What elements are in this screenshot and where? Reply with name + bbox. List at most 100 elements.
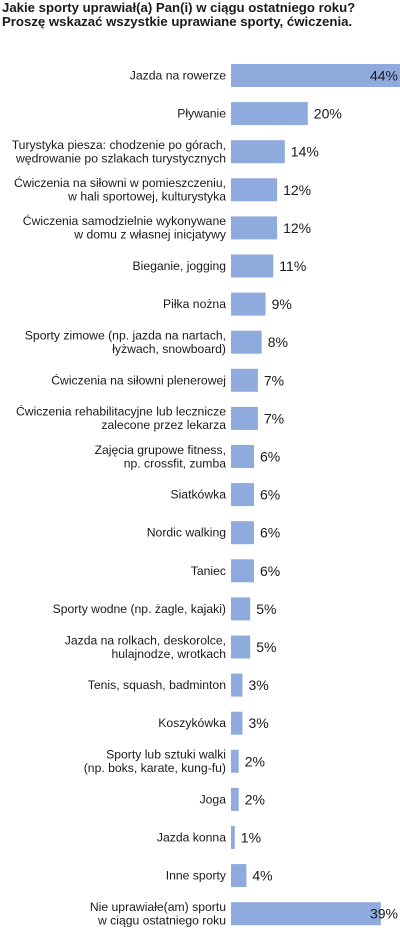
value-label-10: 6%	[260, 449, 280, 465]
category-label-7: Sporty zimowe (np. jazda na nartach, łyżw…	[25, 328, 226, 356]
category-label-4-line-1: w domu z własnej inicjatywy	[73, 228, 227, 242]
category-label-16-line-0: Tenis, squash, badminton	[88, 678, 226, 692]
value-label-16: 3%	[249, 677, 269, 693]
category-label-20-line-0: Jazda konna	[157, 831, 226, 845]
value-label-18: 2%	[245, 753, 265, 769]
bar-1	[231, 102, 308, 126]
category-label-1: Pływanie	[177, 107, 226, 121]
category-label-12: Nordic walking	[147, 526, 226, 540]
category-label-17-line-0: Koszykówka	[158, 716, 226, 730]
value-label-19: 2%	[245, 791, 265, 807]
category-label-2-line-1: wędrowanie po szlakach turystycznych	[15, 151, 226, 165]
value-label-22: 39%	[370, 906, 398, 922]
category-label-1-line-0: Pływanie	[177, 107, 226, 121]
bar-0	[231, 64, 400, 87]
category-label-13-line-0: Taniec	[191, 564, 226, 578]
category-label-2: Turystyka piesza: chodzenie po górach, wę…	[12, 138, 226, 166]
category-label-13: Taniec	[191, 564, 226, 578]
bar-12	[231, 521, 254, 545]
bar-9	[231, 406, 258, 430]
bar-19	[231, 787, 239, 811]
category-label-21: Inne sporty	[166, 869, 227, 883]
category-label-16: Tenis, squash, badminton	[88, 678, 226, 692]
bar-17	[231, 711, 243, 735]
chart-title-line-2: Proszę wskazać wszystkie uprawiane sport…	[2, 14, 353, 29]
category-label-15-line-1: hulajnodze, wrotkach	[112, 647, 227, 661]
category-label-19-line-0: Joga	[200, 792, 227, 806]
bar-8	[231, 368, 258, 392]
bar-7	[231, 330, 262, 354]
category-label-22: Nie uprawiałe(am) sportu w ciągu ostatnie…	[90, 900, 226, 928]
category-label-5: Bieganie, jogging	[132, 259, 226, 273]
bar-18	[231, 749, 239, 773]
category-label-18: Sporty lub sztuki walki (np. boks, karate…	[84, 748, 226, 776]
category-label-14: Sporty wodne (np. żagle, kajaki)	[53, 602, 226, 616]
bar-3	[231, 178, 278, 202]
value-label-6: 9%	[272, 296, 292, 312]
chart-title: Jakie sporty uprawiał(a) Pan(i) w ciągu …	[2, 1, 398, 29]
category-label-18-line-0: Sporty lub sztuki walki	[106, 748, 226, 762]
category-label-8-line-0: Ćwiczenia na siłowni plenerowej	[51, 372, 226, 387]
value-label-4: 12%	[283, 220, 311, 236]
category-label-7-line-1: łyżwach, snowboard)	[112, 342, 226, 356]
category-label-6: Piłka nożna	[163, 297, 226, 311]
category-label-8: Ćwiczenia na siłowni plenerowej	[51, 372, 226, 387]
value-label-14: 5%	[256, 601, 276, 617]
category-label-11-line-0: Siatkówka	[170, 488, 226, 502]
category-label-15: Jazda na rolkach, deskorolce, hulajnodze,…	[65, 633, 226, 661]
category-label-22-line-0: Nie uprawiałe(am) sportu	[90, 900, 226, 914]
value-label-8: 7%	[264, 372, 284, 388]
value-label-2: 14%	[291, 144, 319, 160]
category-label-3-line-0: Ćwiczenia na siłowni w pomieszczeniu,	[14, 175, 226, 190]
value-label-1: 20%	[314, 106, 342, 122]
category-label-0: Jazda na rowerze	[130, 69, 226, 83]
category-label-21-line-0: Inne sporty	[166, 869, 227, 883]
category-label-17: Koszykówka	[158, 716, 226, 730]
category-label-22-line-1: w ciągu ostatniego roku	[97, 914, 226, 928]
bar-4	[231, 216, 278, 240]
category-label-14-line-0: Sporty wodne (np. żagle, kajaki)	[53, 602, 226, 616]
value-label-3: 12%	[283, 182, 311, 198]
value-label-0: 44%	[370, 68, 398, 84]
value-label-17: 3%	[249, 715, 269, 731]
category-label-9: Ćwiczenia rehabilitacyjne lub lecznicze z…	[16, 404, 226, 433]
category-label-18-line-1: (np. boks, karate, kung-fu)	[84, 761, 226, 775]
category-label-10-line-1: np. crossfit, zumba	[124, 456, 227, 470]
chart-title-line-1: Jakie sporty uprawiał(a) Pan(i) w ciągu …	[2, 0, 356, 15]
value-label-7: 8%	[268, 334, 288, 350]
category-label-10-line-0: Zajęcia grupowe fitness,	[95, 443, 226, 457]
bar-13	[231, 559, 254, 583]
value-label-9: 7%	[264, 410, 284, 426]
value-label-20: 1%	[241, 830, 261, 846]
bar-15	[231, 635, 251, 659]
category-label-12-line-0: Nordic walking	[147, 526, 226, 540]
category-label-4-line-0: Ćwiczenia samodzielnie wykonywane	[23, 213, 226, 228]
category-label-20: Jazda konna	[157, 831, 226, 845]
category-label-10: Zajęcia grupowe fitness, np. crossfit, zu…	[95, 443, 227, 471]
value-label-21: 4%	[252, 868, 272, 884]
value-label-12: 6%	[260, 525, 280, 541]
bar-16	[231, 673, 243, 697]
category-label-9-line-0: Ćwiczenia rehabilitacyjne lub lecznicze	[16, 404, 226, 419]
category-label-0-line-0: Jazda na rowerze	[130, 69, 226, 83]
bar-11	[231, 483, 254, 507]
category-label-5-line-0: Bieganie, jogging	[132, 259, 226, 273]
bar-2	[231, 140, 285, 164]
category-label-4: Ćwiczenia samodzielnie wykonywane w domu …	[23, 213, 227, 242]
category-label-3-line-1: w hali sportowej, kulturystyka	[67, 190, 226, 204]
value-label-5: 11%	[279, 258, 306, 274]
category-label-2-line-0: Turystyka piesza: chodzenie po górach,	[12, 138, 226, 152]
category-label-11: Siatkówka	[170, 488, 226, 502]
value-label-13: 6%	[260, 563, 280, 579]
bar-14	[231, 597, 251, 621]
bar-21	[231, 864, 247, 888]
category-label-7-line-0: Sporty zimowe (np. jazda na nartach,	[25, 328, 226, 342]
bar-5	[231, 254, 274, 278]
value-label-15: 5%	[256, 639, 276, 655]
bar-20	[231, 826, 235, 849]
category-label-6-line-0: Piłka nożna	[163, 297, 226, 311]
bar-22	[231, 902, 381, 926]
bar-6	[231, 292, 266, 316]
category-label-3: Ćwiczenia na siłowni w pomieszczeniu, w h…	[14, 175, 226, 204]
